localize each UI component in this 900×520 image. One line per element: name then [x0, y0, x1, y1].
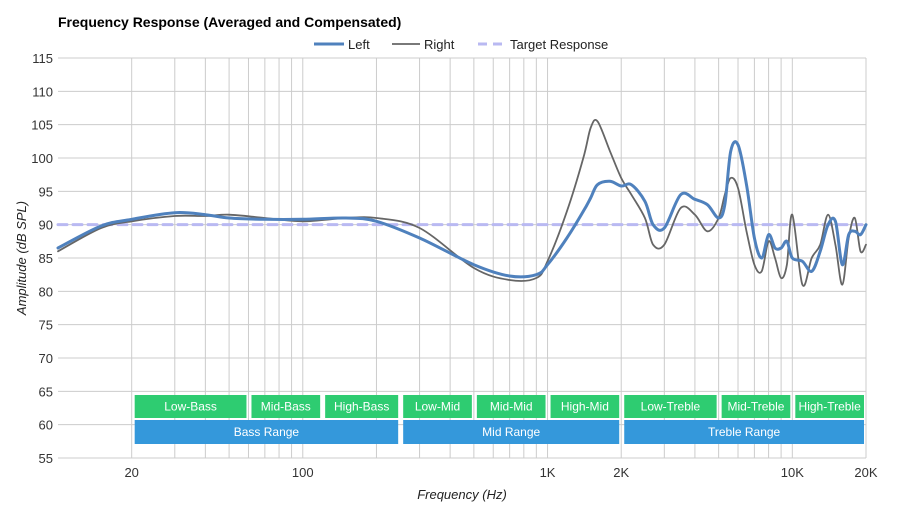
y-tick-label: 70	[39, 351, 53, 366]
x-tick-label: 20	[124, 465, 138, 480]
y-axis-label: Amplitude (dB SPL)	[14, 201, 29, 316]
band-top-label: High-Treble	[799, 400, 862, 414]
y-tick-label: 115	[32, 51, 53, 66]
frequency-bands: Low-Bass Mid-Bass High-Bass Low-Mid Mid-Mid H…	[134, 395, 864, 444]
band-top	[550, 395, 620, 418]
x-axis-label: Frequency (Hz)	[417, 487, 507, 502]
y-tick-label: 80	[39, 284, 53, 299]
band-top	[624, 395, 717, 418]
y-tick-label: 85	[39, 251, 53, 266]
y-tick-label: 75	[39, 318, 53, 333]
band-top-label: Mid-Bass	[261, 400, 311, 414]
band-top	[795, 395, 864, 418]
band-top-label: Low-Mid	[415, 400, 460, 414]
y-tick-label: 110	[32, 84, 53, 99]
band-top-label: Low-Bass	[164, 400, 217, 414]
gridlines	[58, 57, 867, 459]
y-tick-label: 65	[39, 384, 53, 399]
band-top	[403, 395, 472, 418]
series-line-left	[56, 140, 868, 279]
y-tick-label: 100	[31, 151, 53, 166]
y-tick-label: 105	[31, 118, 53, 133]
band-top	[325, 395, 399, 418]
chart-title: Frequency Response (Averaged and Compens…	[58, 14, 401, 30]
x-tick-label: 20K	[854, 465, 877, 480]
x-tick-label: 10K	[781, 465, 804, 480]
band-top-label: Mid-Mid	[490, 400, 533, 414]
band-bottom	[624, 420, 864, 444]
band-bottom-label: Mid Range	[482, 425, 540, 439]
y-tick-label: 55	[39, 451, 53, 466]
legend-label: Left	[348, 37, 370, 52]
y-tick-label: 60	[39, 418, 53, 433]
band-top-label: High-Mid	[561, 400, 609, 414]
band-top	[134, 395, 247, 418]
y-tick-label: 95	[39, 184, 53, 199]
band-top	[476, 395, 546, 418]
band-bottom-label: Treble Range	[708, 425, 781, 439]
legend-label: Right	[424, 37, 455, 52]
x-tick-label: 100	[292, 465, 314, 480]
legend: Left Right Target Response	[314, 37, 608, 52]
x-axis-ticks: 20 100 1K 2K 10K 20K	[124, 465, 877, 480]
legend-label: Target Response	[510, 37, 608, 52]
x-tick-label: 1K	[540, 465, 556, 480]
band-top-label: Mid-Treble	[728, 400, 785, 414]
band-top-label: Low-Treble	[641, 400, 701, 414]
series-line-right	[57, 118, 867, 287]
band-top	[721, 395, 791, 418]
series-lines	[56, 118, 868, 287]
x-tick-label: 2K	[613, 465, 629, 480]
band-top	[251, 395, 321, 418]
band-top-label: High-Bass	[334, 400, 389, 414]
band-bottom	[134, 420, 399, 444]
y-axis-ticks: 55 60 65 70 75 80 85 90 95 100 105 110 115	[31, 51, 53, 466]
band-bottom	[403, 420, 620, 444]
band-bottom-label: Bass Range	[234, 425, 300, 439]
y-tick-label: 90	[39, 218, 53, 233]
